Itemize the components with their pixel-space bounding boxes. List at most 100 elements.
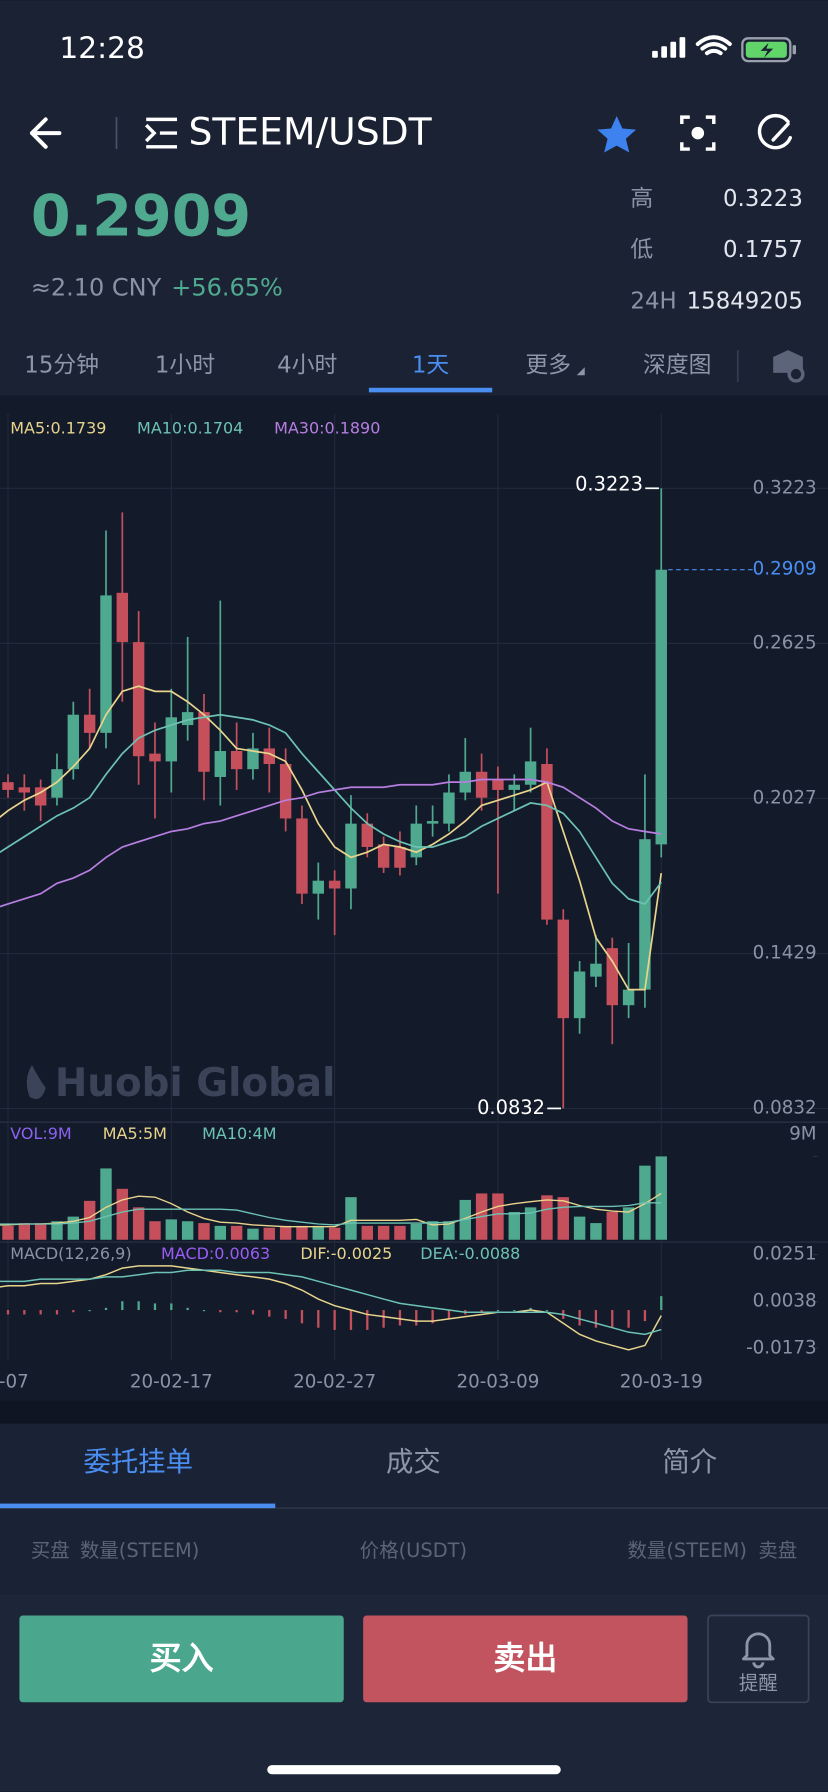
macd-bar [611, 1310, 614, 1328]
column-header: 数量(STEEM) [628, 1539, 747, 1562]
candle-body [426, 821, 439, 824]
macd-bar [104, 1307, 108, 1311]
chart: 0.3223 0.2625 0.2027 0.1429 0.0832 2-07 20-02-… [0, 414, 828, 1393]
interval-tab-active[interactable]: 1天 [412, 353, 450, 379]
candle-body [149, 753, 161, 762]
stat-value: 15849205 [687, 289, 803, 315]
macd-bar [6, 1310, 10, 1315]
candle-body [296, 818, 308, 894]
volume-bar [426, 1221, 439, 1240]
interval-tab[interactable]: 15分钟 [24, 353, 99, 379]
candle-body [524, 761, 537, 785]
legend-item: MA10:4M [202, 1124, 276, 1143]
column-header: 买盘 [31, 1539, 70, 1562]
last-price: 0.2909 [31, 184, 251, 250]
volume-bar [2, 1225, 14, 1240]
candle-body [557, 919, 569, 1019]
volume-bar [573, 1216, 586, 1240]
y-tick-label: 0.0038 [753, 1291, 817, 1312]
macd-bar [39, 1310, 42, 1315]
menu-icon[interactable] [144, 117, 178, 149]
interval-tab[interactable]: 1小时 [155, 353, 215, 379]
volume-bar [328, 1227, 341, 1240]
bottom-tab[interactable]: 成交 [386, 1447, 441, 1478]
macd-bar [268, 1310, 271, 1317]
interval-tab[interactable]: 深度图 [643, 353, 711, 379]
volume-bar [230, 1225, 243, 1240]
candle-body [2, 782, 14, 790]
macd-bar [496, 1310, 500, 1312]
tab-underline [0, 1503, 276, 1509]
volume-bar [214, 1225, 227, 1240]
alert-button[interactable] [707, 1614, 810, 1704]
interval-tab[interactable]: 4小时 [277, 353, 337, 379]
macd-bar [284, 1310, 287, 1319]
volume-bar [67, 1216, 80, 1240]
interval-tab[interactable]: 更多 [525, 353, 571, 379]
macd-bar [643, 1310, 647, 1322]
spacer [0, 1400, 828, 1424]
candle-body [328, 880, 341, 889]
candle-body [116, 592, 129, 643]
candle-body [181, 712, 194, 726]
share-icon[interactable] [757, 113, 793, 150]
legend-item: MA5:5M [103, 1124, 167, 1143]
volume-bar [655, 1156, 667, 1240]
chart-settings-icon[interactable] [773, 350, 805, 383]
volume-bar [492, 1193, 504, 1240]
volume-bar [181, 1221, 194, 1240]
volume-bar [34, 1223, 47, 1240]
candle-body [214, 751, 227, 777]
candle-body [67, 714, 80, 770]
bottom-tab-active[interactable]: 委托挂单 [83, 1447, 193, 1478]
volume-bar [557, 1197, 569, 1240]
home-indicator [267, 1765, 561, 1775]
volume-ma-line [0, 1202, 662, 1226]
candle-body [51, 769, 63, 798]
stat-value: 0.3223 [723, 186, 803, 212]
volume-bar [296, 1225, 308, 1240]
candle-body [83, 714, 96, 733]
candle-body [279, 763, 292, 819]
ma-line [0, 685, 663, 991]
stat-label: 高 [630, 186, 653, 212]
bottom-tab[interactable]: 简介 [662, 1447, 717, 1478]
pair-title: STEEM/USDT [188, 110, 432, 154]
x-tick-label: 20-03-09 [456, 1372, 539, 1393]
legend-item: MA10:0.1704 [137, 418, 243, 437]
macd-bar [578, 1310, 581, 1326]
candle-body [165, 717, 178, 762]
macd-bar [415, 1310, 418, 1326]
sell-button[interactable] [363, 1615, 688, 1703]
x-tick-label: 20-02-27 [293, 1372, 376, 1393]
price-cny: ≈2.10 CNY [31, 273, 162, 301]
macd-bar [513, 1310, 516, 1312]
favorite-star[interactable] [597, 115, 637, 153]
macd-bar [545, 1310, 549, 1312]
bell-icon [742, 1632, 775, 1669]
volume-bar [198, 1223, 210, 1240]
x-tick-label: 20-03-19 [620, 1372, 703, 1393]
battery-icon [741, 37, 797, 63]
candle-body [590, 963, 602, 977]
macd-bar [186, 1307, 189, 1311]
back-button[interactable] [29, 117, 62, 149]
interval-underline [368, 387, 493, 393]
watermark: Huobi Global [55, 1061, 336, 1106]
macd-bar [398, 1310, 402, 1326]
price-change: +56.65% [171, 273, 282, 301]
candle-body [394, 846, 406, 868]
scan-icon[interactable] [680, 115, 716, 151]
volume-bar [279, 1225, 292, 1240]
volume-bar [590, 1223, 602, 1240]
macd-bar [88, 1310, 91, 1312]
volume-bar [606, 1211, 618, 1240]
legend-item: DEA:-0.0088 [420, 1244, 520, 1263]
candle-body [198, 712, 210, 772]
volume-bar [247, 1228, 259, 1240]
buy-button[interactable] [19, 1615, 344, 1703]
y-tick-label: 9M [789, 1124, 816, 1145]
candle-body [492, 779, 504, 790]
alert-label: 提醒 [739, 1672, 778, 1695]
